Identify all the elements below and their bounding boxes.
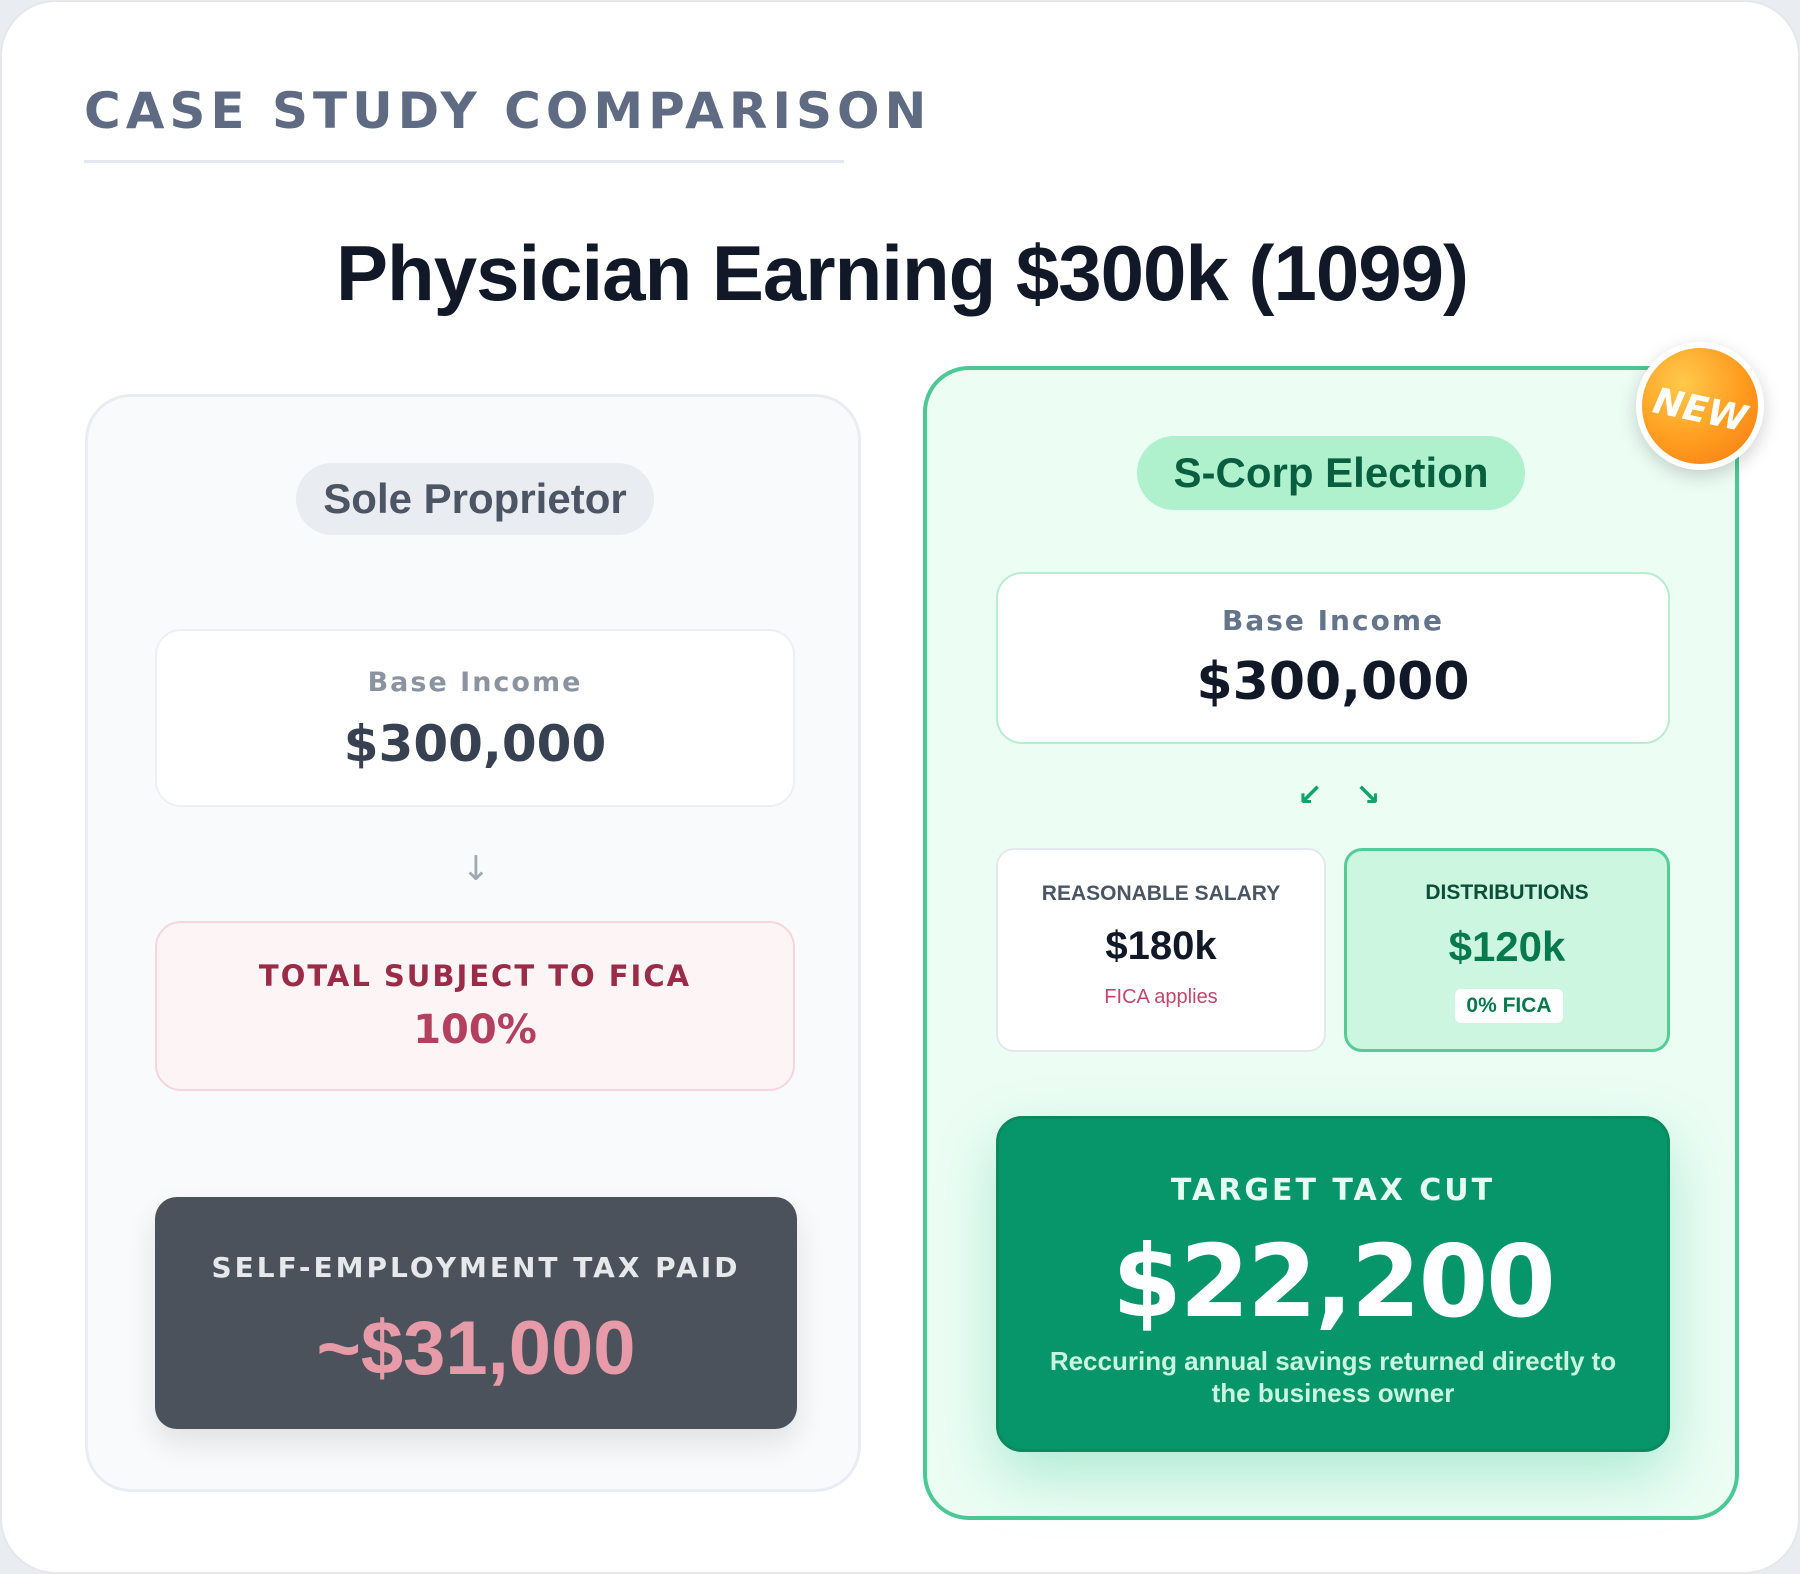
- self-employment-tax-label: SELF-EMPLOYMENT TAX PAID: [211, 1251, 741, 1284]
- arrow-down-left-icon: ↙: [1297, 778, 1323, 813]
- target-tax-cut-label: TARGET TAX CUT: [1170, 1173, 1496, 1208]
- base-income-label: Base Income: [367, 667, 583, 698]
- base-income-card-left: Base Income $300,000: [155, 629, 795, 807]
- arrow-down-icon: ↓: [461, 849, 491, 889]
- fica-subject-value: 100%: [413, 1007, 537, 1053]
- s-corp-pill: S-Corp Election: [1137, 436, 1525, 510]
- fica-subject-label: TOTAL SUBJECT TO FICA: [258, 959, 692, 993]
- target-tax-cut-value: $22,200: [1112, 1223, 1555, 1340]
- base-income-label: Base Income: [1222, 604, 1444, 637]
- target-tax-cut-subtext: Reccuring annual savings returned direct…: [1049, 1346, 1617, 1408]
- zero-fica-badge: 0% FICA: [1455, 989, 1563, 1023]
- page-title: Physician Earning $300k (1099): [336, 229, 1469, 317]
- new-badge: NEW: [1636, 342, 1764, 470]
- base-income-card-right: Base Income $300,000: [996, 572, 1670, 744]
- reasonable-salary-label: REASONABLE SALARY: [1041, 882, 1281, 905]
- new-badge-label: NEW: [1649, 380, 1751, 441]
- reasonable-salary-card: REASONABLE SALARY $180k FICA applies: [996, 848, 1326, 1052]
- self-employment-tax-card: SELF-EMPLOYMENT TAX PAID ~$31,000: [155, 1197, 797, 1429]
- distributions-label: DISTRIBUTIONS: [1425, 881, 1589, 904]
- fica-subject-card: TOTAL SUBJECT TO FICA 100%: [155, 921, 795, 1091]
- reasonable-salary-value: $180k: [1105, 924, 1217, 968]
- sole-proprietor-panel: Sole Proprietor Base Income $300,000 ↓ T…: [85, 394, 861, 1492]
- sole-proprietor-pill: Sole Proprietor: [296, 463, 654, 535]
- eyebrow-title: CASE STUDY COMPARISON: [84, 82, 926, 163]
- target-tax-cut-card: TARGET TAX CUT $22,200 Reccuring annual …: [996, 1116, 1670, 1452]
- s-corp-panel: S-Corp Election Base Income $300,000 ↙ ↘…: [923, 366, 1739, 1520]
- base-income-value: $300,000: [1196, 652, 1470, 712]
- fica-applies-note: FICA applies: [1104, 986, 1218, 1008]
- distributions-card: DISTRIBUTIONS $120k 0% FICA: [1344, 848, 1670, 1052]
- distributions-value: $120k: [1448, 923, 1566, 970]
- self-employment-tax-value: ~$31,000: [316, 1306, 636, 1391]
- arrow-down-right-icon: ↘: [1355, 778, 1381, 813]
- base-income-value: $300,000: [343, 715, 607, 773]
